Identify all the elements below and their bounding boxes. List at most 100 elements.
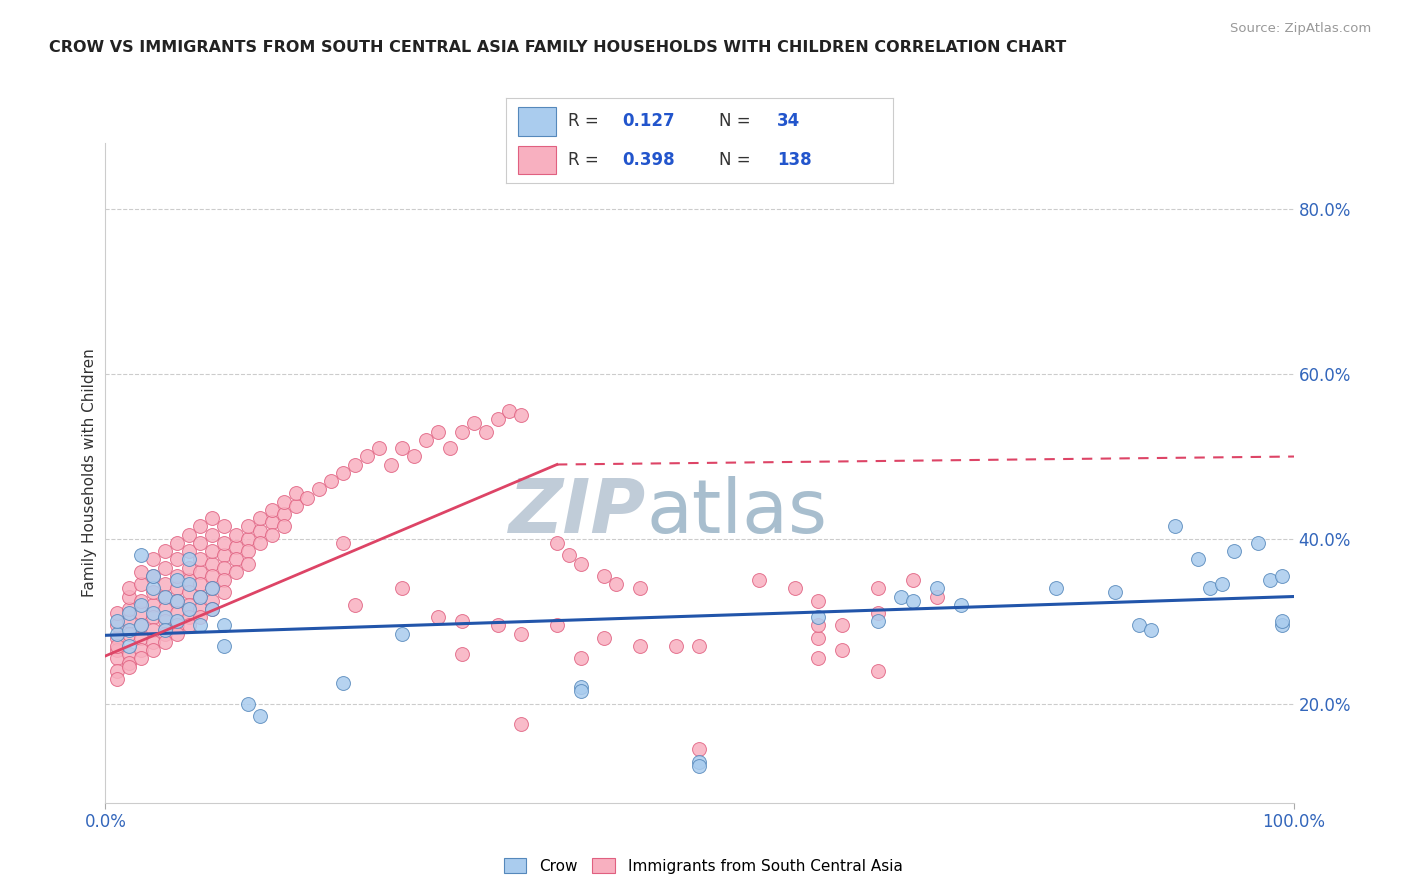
Point [284,486,307,500]
FancyBboxPatch shape [517,107,557,136]
Point [308,483,330,497]
Point [831,618,853,632]
Point [190,590,212,604]
Point [510,626,533,640]
Point [166,626,188,640]
Point [367,441,389,455]
Point [129,548,152,563]
Point [249,511,271,525]
Point [201,511,224,525]
Point [807,631,830,645]
Point [1223,544,1246,558]
Point [105,626,128,640]
Point [783,582,806,596]
Point [177,585,200,599]
Point [129,643,152,657]
Point [1199,582,1222,596]
Point [689,639,711,653]
Point [201,582,224,596]
Point [105,618,128,632]
Point [118,626,141,640]
Point [225,552,247,566]
Point [201,602,224,616]
Point [153,602,176,616]
Point [201,593,224,607]
Point [105,615,128,629]
Point [177,560,200,574]
Point [866,664,889,678]
Point [105,651,128,665]
Point [249,524,271,538]
Point [190,590,212,604]
Point [558,548,581,563]
Point [225,565,247,579]
Point [628,639,651,653]
Point [1045,582,1067,596]
Point [903,573,925,587]
Point [201,527,224,541]
Point [236,697,259,711]
Text: 0.398: 0.398 [621,151,675,169]
Point [129,598,152,612]
Point [118,582,141,596]
Point [118,659,141,673]
Point [129,651,152,665]
Point [903,593,925,607]
Point [142,598,165,612]
Point [391,441,413,455]
Point [236,519,259,533]
Point [546,536,568,550]
Point [118,639,141,653]
Point [190,552,212,566]
Point [569,557,592,571]
FancyBboxPatch shape [517,145,557,175]
Point [129,618,152,632]
Point [118,602,141,616]
Point [569,684,592,698]
Point [201,602,224,616]
Point [166,552,188,566]
Point [142,585,165,599]
Point [129,565,152,579]
Point [807,651,830,665]
Point [1271,615,1294,629]
Point [236,557,259,571]
Point [260,503,283,517]
Point [689,742,711,756]
Point [450,615,472,629]
Point [142,569,165,583]
Point [260,527,283,541]
Point [356,450,378,464]
Point [153,590,176,604]
Point [105,606,128,620]
Point [214,560,236,574]
Point [166,615,188,629]
Point [177,610,200,624]
Point [343,458,366,472]
Point [153,544,176,558]
Point [166,593,188,607]
Point [321,474,343,488]
Point [593,631,616,645]
Point [450,648,472,662]
Point [129,593,152,607]
Point [142,569,165,583]
Point [1128,618,1150,632]
Point [190,602,212,616]
Point [142,643,165,657]
Text: Source: ZipAtlas.com: Source: ZipAtlas.com [1230,22,1371,36]
Point [332,676,354,690]
Legend: Crow, Immigrants from South Central Asia: Crow, Immigrants from South Central Asia [498,852,908,880]
Point [748,573,770,587]
Point [177,618,200,632]
Point [225,527,247,541]
Point [439,441,461,455]
Point [569,651,592,665]
Point [273,494,295,508]
Point [415,433,437,447]
Point [260,516,283,530]
Point [474,425,496,439]
Point [890,590,912,604]
Point [391,582,413,596]
Point [214,536,236,550]
